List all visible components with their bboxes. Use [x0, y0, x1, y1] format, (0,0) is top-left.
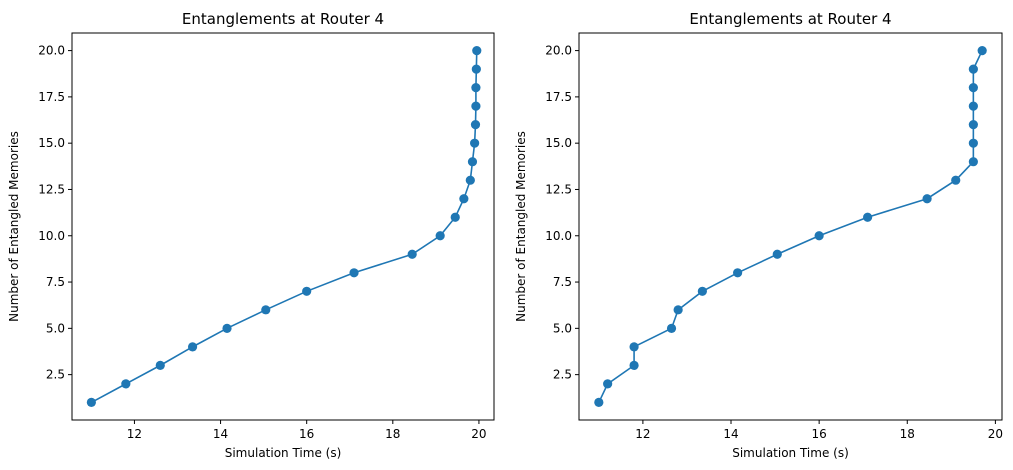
- data-point: [435, 231, 445, 241]
- data-point: [772, 249, 782, 259]
- x-tick-label: 12: [127, 427, 142, 441]
- data-point: [629, 360, 639, 370]
- data-point: [814, 231, 824, 241]
- x-tick-label: 20: [988, 427, 1003, 441]
- data-point: [968, 64, 978, 74]
- x-axis-label: Simulation Time (s): [732, 446, 849, 460]
- data-point: [187, 342, 198, 352]
- x-tick-label: 14: [723, 427, 738, 441]
- y-tick-label: 17.5: [38, 90, 65, 104]
- data-point: [470, 138, 480, 148]
- right-chart: Entanglements at Router 4 Simulation Tim…: [514, 10, 1003, 460]
- y-tick-label: 20.0: [545, 44, 572, 58]
- x-tick-label: 12: [635, 427, 650, 441]
- axis-ticks: 12 14 16 18 20 2.5 5.0 7.5 10.0 12.5 15.0 17.5 20.0: [38, 44, 486, 441]
- data-point: [968, 101, 978, 111]
- data-point: [222, 323, 232, 333]
- x-axis-label: Simulation Time (s): [225, 446, 342, 460]
- left-chart: Entanglements at Router 4 Simulation Tim…: [7, 10, 495, 460]
- data-point: [471, 101, 481, 111]
- x-tick-label: 20: [471, 427, 486, 441]
- axis-ticks: 12 14 16 18 20 2.5 5.0 7.5 10.0 12.5 15.0 17.5 20.0: [545, 44, 1003, 441]
- data-point: [467, 157, 478, 167]
- y-tick-label: 12.5: [38, 182, 65, 196]
- data-point: [629, 342, 639, 352]
- axes-frame: [71, 32, 495, 421]
- data-point: [922, 194, 932, 204]
- data-point: [407, 249, 417, 259]
- y-axis-label: Number of Entangled Memories: [7, 131, 21, 322]
- y-tick-label: 5.0: [46, 321, 65, 335]
- data-point: [697, 286, 707, 296]
- data-point: [666, 323, 677, 333]
- y-tick-label: 7.5: [46, 275, 65, 289]
- data-point: [968, 157, 978, 167]
- x-tick-label: 16: [812, 427, 827, 441]
- data-point: [86, 397, 96, 408]
- data-point: [951, 175, 961, 185]
- data-point: [968, 120, 978, 130]
- data-point: [733, 268, 743, 278]
- data-point: [673, 305, 683, 315]
- data-point: [472, 45, 482, 56]
- y-axis-label: Number of Entangled Memories: [514, 131, 528, 322]
- data-point: [471, 83, 481, 93]
- data-point: [450, 212, 460, 222]
- y-tick-label: 2.5: [553, 368, 572, 382]
- y-tick-label: 12.5: [545, 182, 572, 196]
- data-point: [977, 45, 987, 56]
- y-tick-label: 10.0: [545, 229, 572, 243]
- x-tick-label: 14: [213, 427, 228, 441]
- data-point: [594, 397, 604, 408]
- data-point: [471, 64, 481, 74]
- y-tick-label: 20.0: [38, 44, 65, 58]
- series-line: [91, 50, 478, 404]
- chart-title: Entanglements at Router 4: [182, 10, 384, 28]
- data-point: [470, 120, 481, 130]
- chart-title: Entanglements at Router 4: [689, 10, 891, 28]
- data-point: [349, 268, 359, 278]
- y-tick-label: 7.5: [553, 275, 572, 289]
- y-tick-label: 15.0: [545, 136, 572, 150]
- data-point: [261, 305, 271, 315]
- data-point: [465, 175, 475, 185]
- y-tick-label: 17.5: [545, 90, 572, 104]
- y-tick-label: 10.0: [38, 229, 65, 243]
- data-point: [459, 194, 469, 204]
- data-point: [603, 379, 613, 389]
- data-point: [155, 360, 165, 370]
- series-line: [598, 50, 983, 403]
- y-tick-label: 5.0: [553, 321, 572, 335]
- x-tick-label: 18: [385, 427, 400, 441]
- data-point: [968, 138, 978, 148]
- x-tick-label: 16: [299, 427, 314, 441]
- axes-frame: [578, 32, 1003, 421]
- x-tick-label: 18: [900, 427, 915, 441]
- y-tick-label: 15.0: [38, 136, 65, 150]
- y-tick-label: 2.5: [46, 368, 65, 382]
- data-point: [121, 379, 131, 389]
- plot-area: [86, 45, 482, 408]
- data-point: [968, 83, 978, 93]
- plot-area: [594, 45, 987, 408]
- data-point: [863, 212, 873, 222]
- data-point: [302, 286, 312, 296]
